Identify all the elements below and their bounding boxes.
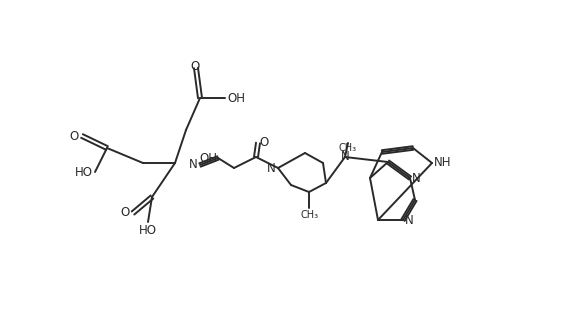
Text: CH₃: CH₃ [301,210,319,220]
Text: O: O [121,207,130,220]
Text: O: O [70,129,79,143]
Text: NH: NH [434,157,451,169]
Text: N: N [189,158,198,172]
Text: OH: OH [227,91,245,105]
Text: N: N [405,213,414,227]
Text: HO: HO [139,223,157,236]
Text: OH: OH [199,153,217,165]
Text: HO: HO [75,165,93,178]
Text: O: O [259,135,268,149]
Text: O: O [191,60,200,72]
Text: N: N [412,172,421,184]
Text: N: N [341,150,349,163]
Text: CH₃: CH₃ [339,143,357,153]
Text: N: N [267,162,276,174]
